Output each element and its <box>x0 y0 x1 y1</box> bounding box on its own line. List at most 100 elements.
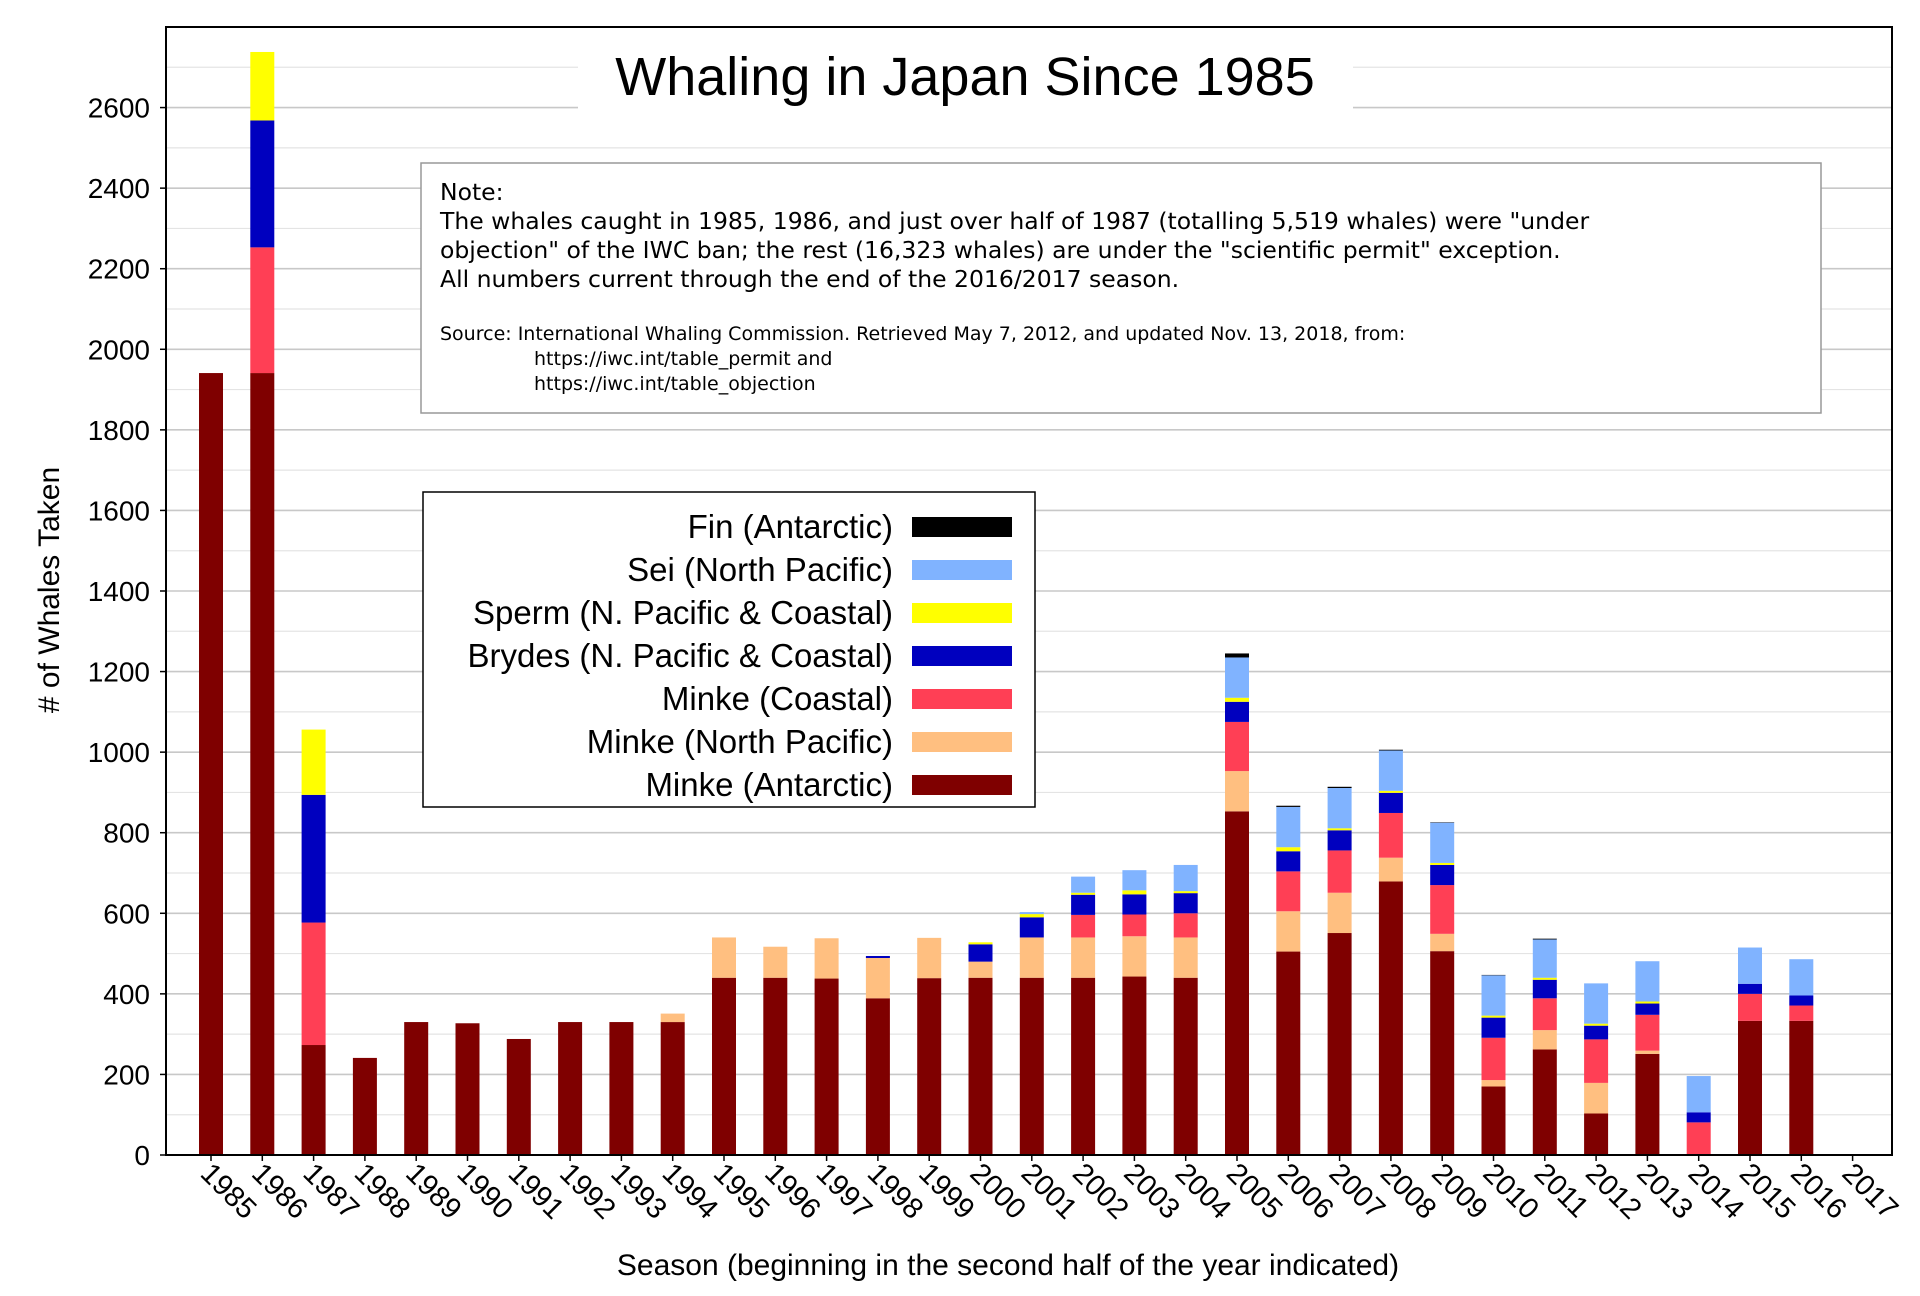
x-tick-label: 1994 <box>656 1157 724 1225</box>
bar-segment-brydes-n-pacific-coastal-2001 <box>1019 917 1044 938</box>
bar-segment-minke-north-pacific-2012 <box>1584 1082 1609 1114</box>
bar-segment-minke-north-pacific-2009 <box>1430 933 1455 952</box>
note-heading: Note: <box>440 178 504 206</box>
bar-segment-minke-coastal-2008 <box>1378 812 1403 858</box>
bar-segment-sei-north-pacific-2005 <box>1225 657 1249 698</box>
bar-segment-minke-antarctic-1992 <box>558 1022 583 1155</box>
bar-segment-sei-north-pacific-2013 <box>1635 961 1660 1002</box>
x-tick-label: 1987 <box>297 1157 365 1225</box>
bar-segment-fin-antarctic-2005 <box>1225 653 1249 658</box>
bar-segment-brydes-n-pacific-coastal-2012 <box>1584 1025 1609 1040</box>
x-tick-label: 1995 <box>707 1157 775 1225</box>
bar-segment-minke-antarctic-2015 <box>1738 1020 1762 1155</box>
bar-segment-sei-north-pacific-2012 <box>1584 983 1609 1024</box>
bar-segment-minke-coastal-2012 <box>1584 1039 1609 1083</box>
bar-segment-minke-coastal-2014 <box>1686 1122 1711 1155</box>
bar-segment-brydes-n-pacific-coastal-2016 <box>1789 995 1814 1006</box>
bar-segment-brydes-n-pacific-coastal-1998 <box>865 955 890 959</box>
bar-segment-minke-antarctic-1990 <box>455 1023 480 1155</box>
bar-segment-sei-north-pacific-2016 <box>1789 959 1814 996</box>
legend-swatch <box>912 603 1012 623</box>
bar-segment-minke-antarctic-1997 <box>814 978 839 1155</box>
note-frame <box>420 162 1822 414</box>
bar-segment-minke-north-pacific-1996 <box>763 946 788 978</box>
chart-title: Whaling in Japan Since 1985 <box>615 47 1314 107</box>
bar-segment-sei-north-pacific-2009 <box>1430 822 1455 863</box>
bar-segment-sperm-n-pacific-coastal-2008 <box>1378 790 1403 793</box>
bar-segment-minke-antarctic-1987 <box>301 1045 326 1155</box>
bar-segment-sperm-n-pacific-coastal-2007 <box>1327 828 1352 831</box>
x-tick-label: 2016 <box>1784 1157 1852 1225</box>
legend-label: Brydes (N. Pacific & Coastal) <box>468 637 893 674</box>
bar-segment-sei-north-pacific-2015 <box>1738 947 1762 984</box>
legend-label: Fin (Antarctic) <box>688 508 893 545</box>
bar-segment-sperm-n-pacific-coastal-2003 <box>1122 890 1147 895</box>
x-tick-label: 1998 <box>861 1157 929 1225</box>
x-tick-label: 1997 <box>810 1157 878 1225</box>
bar-segment-minke-north-pacific-2010 <box>1481 1080 1506 1087</box>
bar-segment-minke-antarctic-2003 <box>1122 976 1147 1155</box>
note-box: Note: The whales caught in 1985, 1986, a… <box>420 162 1822 414</box>
bar-segment-minke-antarctic-2000 <box>968 977 993 1155</box>
bar-segment-sperm-n-pacific-coastal-2001 <box>1019 914 1044 918</box>
bar-segment-minke-north-pacific-1997 <box>814 938 839 979</box>
y-tick-label: 800 <box>103 818 150 849</box>
bar-segment-minke-antarctic-2008 <box>1378 881 1403 1155</box>
bar-segment-minke-coastal-2015 <box>1738 993 1762 1021</box>
bar-segment-minke-antarctic-2002 <box>1071 977 1096 1155</box>
bar-segment-minke-antarctic-2012 <box>1584 1113 1609 1155</box>
bar-segment-brydes-n-pacific-coastal-2002 <box>1071 894 1096 915</box>
bar-segment-minke-antarctic-1993 <box>609 1022 634 1155</box>
y-tick-label: 600 <box>103 898 150 929</box>
bar-segment-brydes-n-pacific-coastal-2013 <box>1635 1003 1660 1015</box>
x-tick-label: 2011 <box>1528 1157 1595 1224</box>
bar-segment-minke-antarctic-1994 <box>660 1022 685 1155</box>
bar-segment-sei-north-pacific-2011 <box>1532 939 1557 978</box>
legend-label: Minke (Antarctic) <box>645 766 893 803</box>
x-tick-label: 2012 <box>1579 1157 1647 1225</box>
legend-label: Sei (North Pacific) <box>627 551 893 588</box>
x-axis-title: Season (beginning in the second half of … <box>617 1249 1399 1282</box>
legend: Fin (Antarctic) Sei (North Pacific) Sperm … <box>422 491 1036 808</box>
bar-segment-brydes-n-pacific-coastal-2003 <box>1122 894 1147 915</box>
x-tick-label: 2007 <box>1323 1157 1391 1225</box>
bar-segment-sperm-n-pacific-coastal-2009 <box>1430 862 1455 865</box>
bar-segment-brydes-n-pacific-coastal-2009 <box>1430 864 1455 886</box>
bar-segment-sei-north-pacific-2002 <box>1071 876 1096 893</box>
x-tick-label: 1991 <box>502 1157 570 1225</box>
bar-segment-minke-antarctic-2016 <box>1789 1020 1814 1155</box>
bar-segment-sperm-n-pacific-coastal-1987 <box>301 729 326 795</box>
legend-label: Sperm (N. Pacific & Coastal) <box>473 594 893 631</box>
x-tick-label: 2010 <box>1477 1157 1545 1225</box>
bar-segment-minke-antarctic-2011 <box>1532 1049 1557 1155</box>
source-line-2: https://iwc.int/table_permit and <box>534 348 832 370</box>
x-tick-label: 2001 <box>1015 1157 1083 1225</box>
y-tick-label: 2000 <box>88 334 150 365</box>
bar-segment-minke-antarctic-2001 <box>1019 977 1044 1155</box>
note-line-3: All numbers current through the end of t… <box>440 265 1179 293</box>
bar-segment-minke-antarctic-1991 <box>506 1038 531 1155</box>
bar-segment-minke-antarctic-1999 <box>917 978 942 1155</box>
x-tick-label: 1993 <box>604 1157 672 1225</box>
bar-segment-brydes-n-pacific-coastal-2000 <box>968 944 993 962</box>
bar-segment-minke-coastal-2002 <box>1071 914 1096 938</box>
bar-segment-sei-north-pacific-2008 <box>1378 750 1403 791</box>
bar-segment-minke-north-pacific-2013 <box>1635 1050 1660 1054</box>
y-tick-label: 1400 <box>88 576 150 607</box>
x-tick-label: 2006 <box>1271 1157 1339 1225</box>
note-line-1: The whales caught in 1985, 1986, and jus… <box>439 207 1589 235</box>
bar-segment-minke-north-pacific-1999 <box>917 937 942 979</box>
source-line-3: https://iwc.int/table_objection <box>534 373 816 395</box>
bar-segment-minke-north-pacific-2005 <box>1225 771 1249 812</box>
bar-segment-minke-antarctic-1989 <box>404 1022 429 1155</box>
bar-segment-minke-antarctic-1988 <box>352 1057 377 1155</box>
legend-label: Minke (North Pacific) <box>587 723 893 760</box>
bar-segment-sperm-n-pacific-coastal-2006 <box>1276 847 1301 852</box>
y-axis-title: # of Whales Taken <box>33 467 66 713</box>
x-tick-label: 2008 <box>1374 1157 1442 1225</box>
y-tick-label: 1600 <box>88 495 150 526</box>
bar-segment-sperm-n-pacific-coastal-2000 <box>968 942 993 945</box>
bar-segment-fin-antarctic-2007 <box>1327 786 1352 788</box>
bar-segment-minke-north-pacific-1998 <box>865 958 890 999</box>
